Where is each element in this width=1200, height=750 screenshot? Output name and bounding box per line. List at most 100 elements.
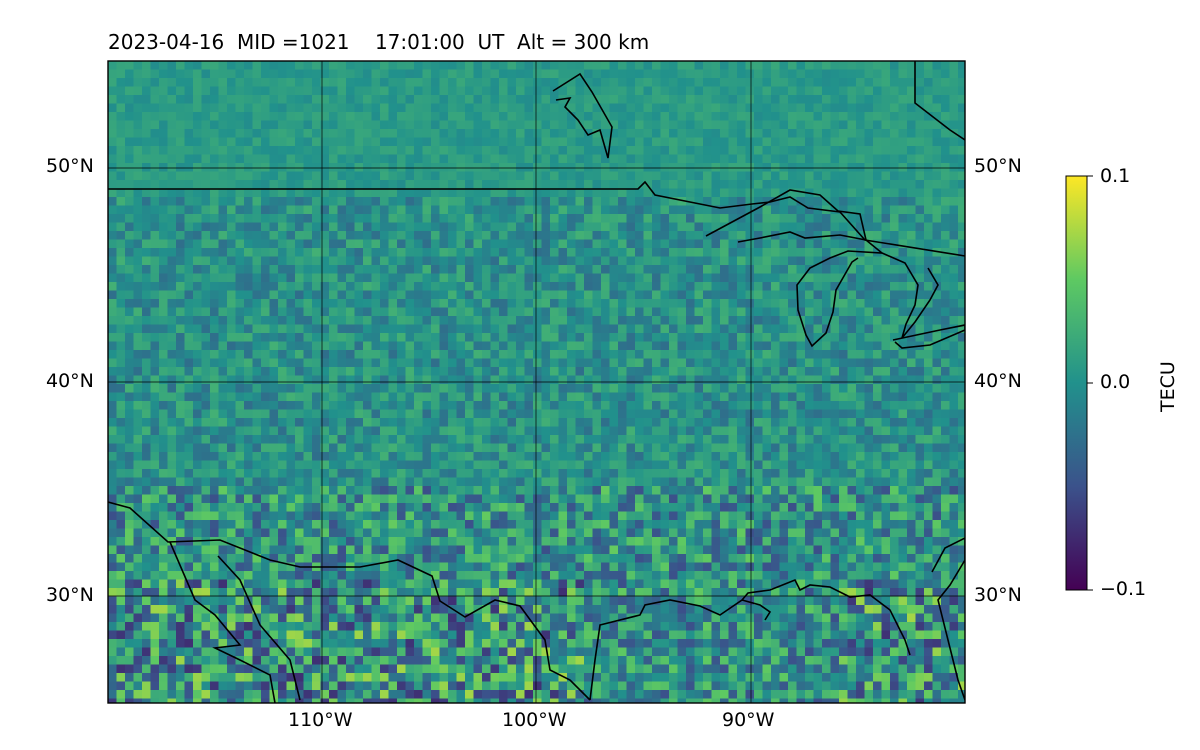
- tec-cell: [380, 120, 390, 130]
- tec-cell: [320, 86, 330, 96]
- tec-cell: [414, 163, 424, 173]
- tec-cell: [227, 452, 237, 462]
- tec-cell: [116, 103, 126, 113]
- tec-cell: [533, 129, 543, 139]
- tec-cell: [176, 163, 186, 173]
- tec-cell: [108, 205, 118, 215]
- tec-cell: [915, 256, 925, 266]
- tec-cell: [907, 146, 917, 156]
- tec-cell: [652, 95, 662, 105]
- tec-cell: [754, 307, 764, 317]
- tec-cell: [932, 120, 942, 130]
- tec-cell: [227, 401, 237, 411]
- tec-cell: [847, 435, 857, 445]
- tec-cell: [941, 409, 951, 419]
- tec-cell: [159, 231, 169, 241]
- tec-cell: [669, 350, 679, 360]
- tec-cell: [847, 426, 857, 436]
- tec-cell: [269, 324, 279, 334]
- tec-cell: [329, 358, 339, 368]
- tec-cell: [261, 95, 271, 105]
- tec-cell: [278, 367, 288, 377]
- tec-cell: [499, 95, 509, 105]
- tec-cell: [762, 222, 772, 232]
- tec-cell: [686, 154, 696, 164]
- tec-cell: [490, 137, 500, 147]
- tec-cell: [201, 146, 211, 156]
- tec-cell: [159, 316, 169, 326]
- tec-cell: [448, 426, 458, 436]
- tec-cell: [193, 214, 203, 224]
- tec-cell: [252, 163, 262, 173]
- tec-cell: [125, 256, 135, 266]
- tec-cell: [703, 103, 713, 113]
- tec-cell: [354, 163, 364, 173]
- tec-cell: [558, 69, 568, 79]
- tec-cell: [788, 188, 798, 198]
- tec-cell: [533, 333, 543, 343]
- tec-cell: [439, 409, 449, 419]
- tec-cell: [533, 103, 543, 113]
- tec-cell: [533, 86, 543, 96]
- tec-cell: [507, 401, 517, 411]
- tec-cell: [516, 78, 526, 88]
- tec-cell: [745, 265, 755, 275]
- tec-cell: [626, 205, 636, 215]
- tec-cell: [584, 112, 594, 122]
- tec-cell: [601, 120, 611, 130]
- tec-cell: [320, 129, 330, 139]
- tec-cell: [278, 120, 288, 130]
- tec-cell: [422, 78, 432, 88]
- tec-cell: [507, 197, 517, 207]
- tec-cell: [354, 392, 364, 402]
- tec-cell: [907, 392, 917, 402]
- tec-cell: [499, 341, 509, 351]
- tec-cell: [414, 426, 424, 436]
- tec-cell: [380, 375, 390, 385]
- tec-cell: [813, 256, 823, 266]
- tec-cell: [575, 367, 585, 377]
- tec-cell: [932, 469, 942, 479]
- tec-cell: [567, 120, 577, 130]
- tec-cell: [516, 171, 526, 181]
- tec-cell: [839, 103, 849, 113]
- tec-cell: [584, 103, 594, 113]
- tec-cell: [388, 426, 398, 436]
- tec-cell: [796, 86, 806, 96]
- tec-cell: [286, 154, 296, 164]
- tec-cell: [244, 367, 254, 377]
- tec-cell: [201, 61, 211, 71]
- tec-cell: [584, 324, 594, 334]
- tec-cell: [448, 222, 458, 232]
- tec-cell: [184, 180, 194, 190]
- tec-cell: [490, 401, 500, 411]
- tec-cell: [830, 358, 840, 368]
- tec-cell: [499, 282, 509, 292]
- tec-cell: [941, 86, 951, 96]
- tec-cell: [652, 129, 662, 139]
- tec-cell: [694, 375, 704, 385]
- tec-cell: [303, 333, 313, 343]
- tec-cell: [771, 307, 781, 317]
- tec-cell: [363, 120, 373, 130]
- tec-cell: [252, 299, 262, 309]
- tec-cell: [873, 299, 883, 309]
- tec-cell: [694, 358, 704, 368]
- tec-cell: [414, 460, 424, 470]
- tec-cell: [669, 103, 679, 113]
- tec-cell: [720, 333, 730, 343]
- tec-cell: [397, 401, 407, 411]
- tec-cell: [601, 69, 611, 79]
- tec-cell: [779, 78, 789, 88]
- tec-cell: [150, 112, 160, 122]
- tec-cell: [524, 112, 534, 122]
- tec-cell: [932, 392, 942, 402]
- tec-cell: [482, 248, 492, 258]
- tec-cell: [660, 460, 670, 470]
- tec-cell: [448, 477, 458, 487]
- tec-cell: [856, 418, 866, 428]
- tec-cell: [490, 307, 500, 317]
- tec-cell: [312, 282, 322, 292]
- tec-cell: [720, 401, 730, 411]
- tec-cell: [218, 426, 228, 436]
